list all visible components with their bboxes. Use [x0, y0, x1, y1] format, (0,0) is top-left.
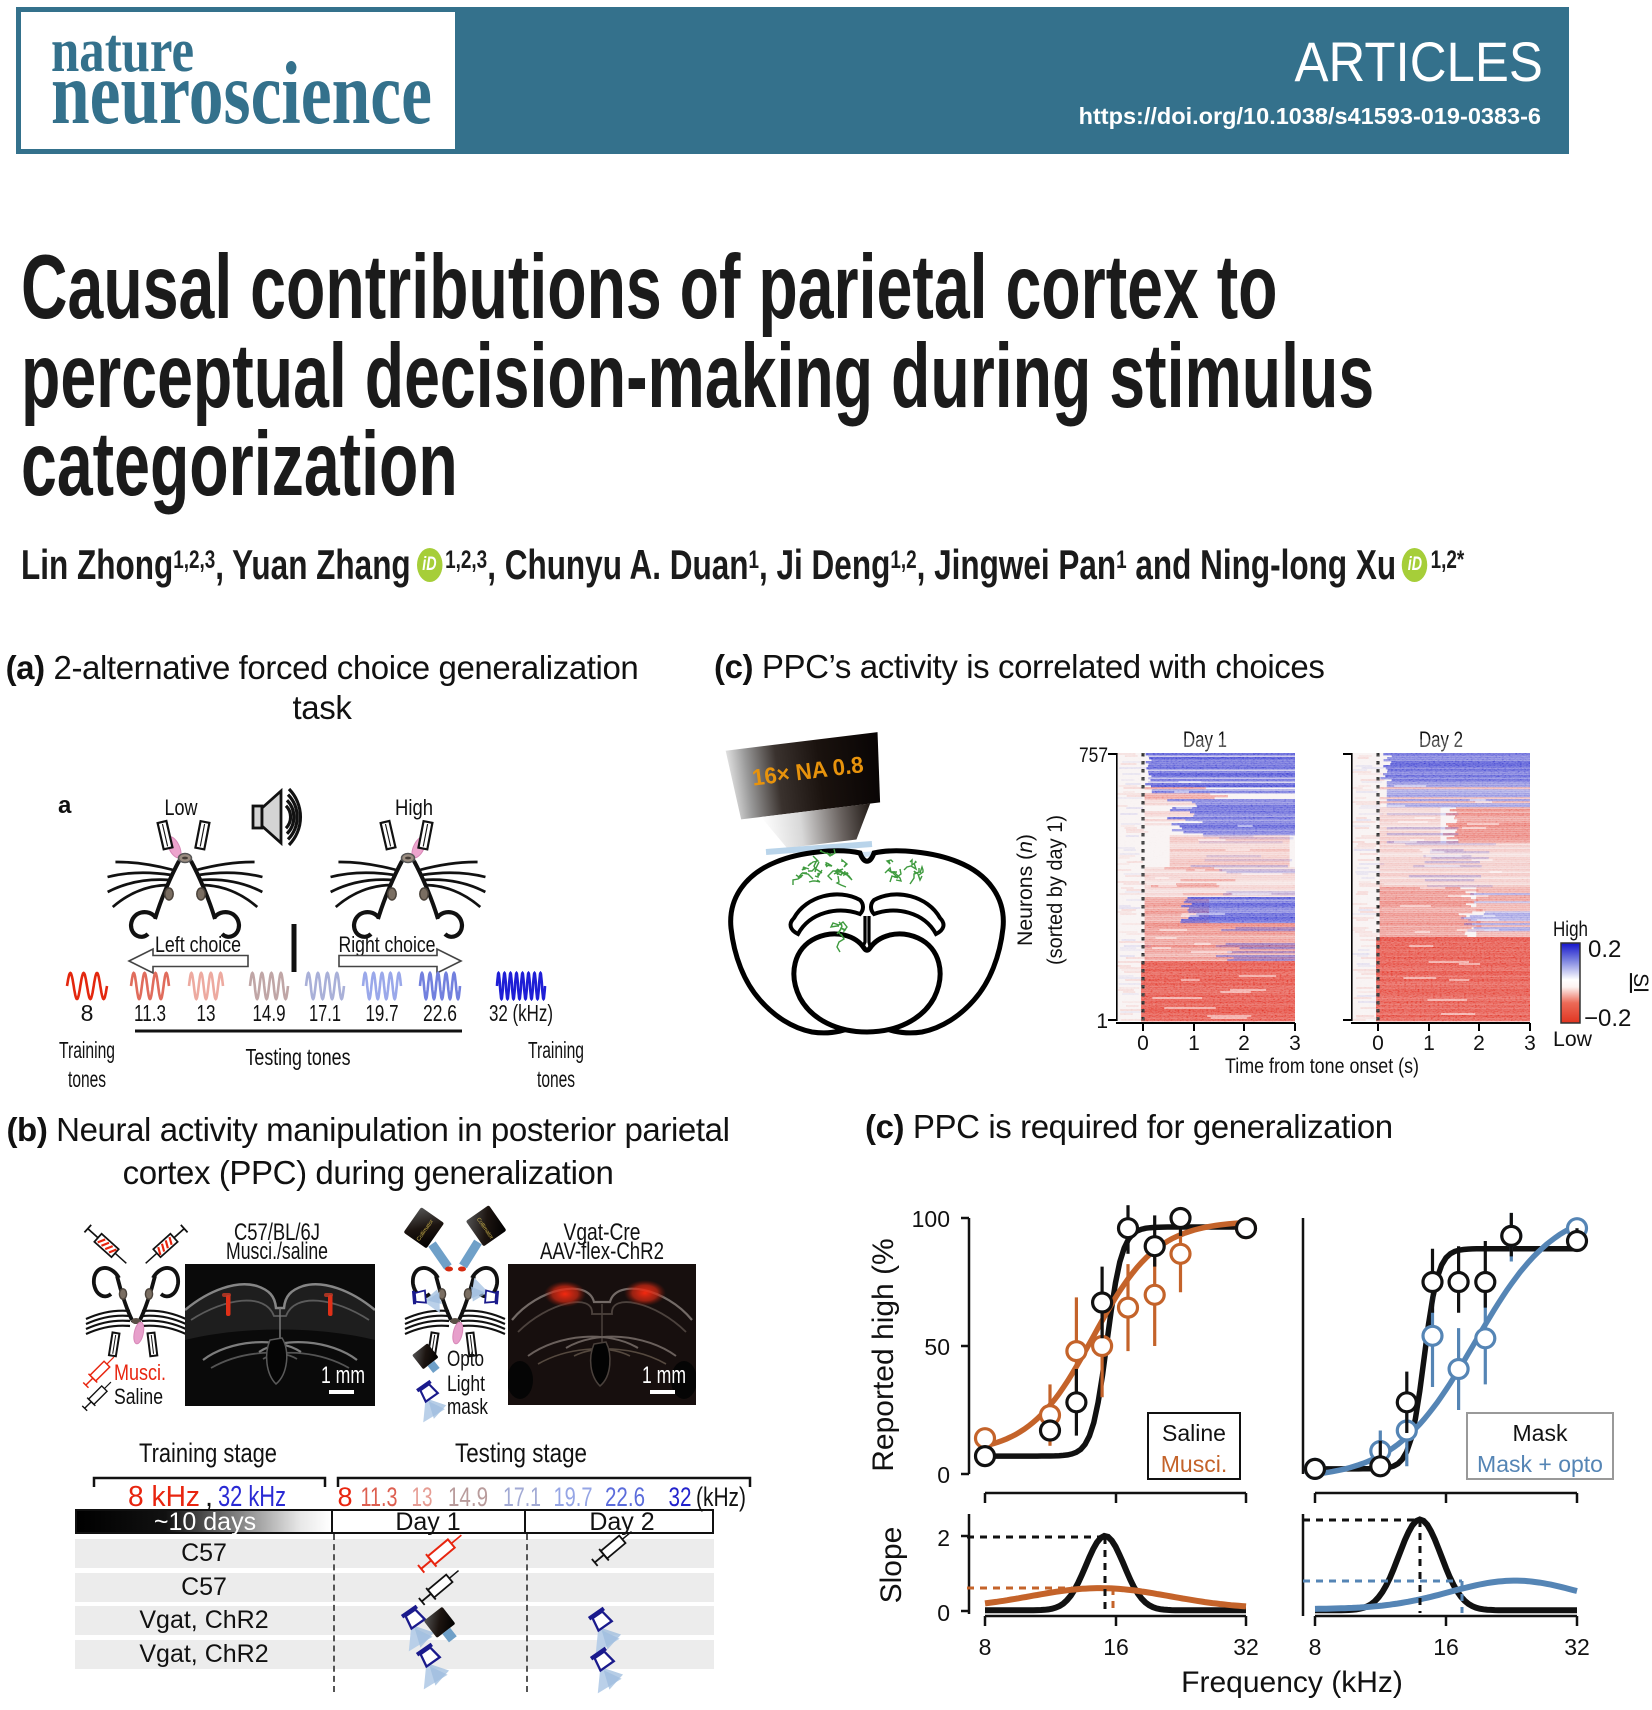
- svg-text:High: High: [395, 795, 433, 820]
- svg-text:Frequency (kHz): Frequency (kHz): [1181, 1666, 1403, 1699]
- svg-text:Training stage: Training stage: [139, 1438, 277, 1468]
- svg-text:Day 2: Day 2: [1419, 727, 1463, 752]
- svg-text:1: 1: [1096, 1010, 1108, 1033]
- svg-text:Training: Training: [59, 1037, 115, 1063]
- svg-text:19.7: 19.7: [366, 1000, 399, 1026]
- svg-text:High: High: [1553, 918, 1588, 941]
- svg-text:2: 2: [1473, 1032, 1485, 1055]
- svg-text:Left choice: Left choice: [155, 932, 241, 957]
- svg-text:(kHz): (kHz): [696, 1482, 746, 1512]
- svg-text:Testing stage: Testing stage: [455, 1438, 587, 1468]
- svg-text:22.6: 22.6: [605, 1482, 645, 1512]
- svg-text:C57/BL/6J: C57/BL/6J: [234, 1219, 320, 1246]
- svg-text:17.1: 17.1: [309, 1000, 341, 1026]
- svg-text:Musci.: Musci.: [114, 1360, 166, 1385]
- svg-text:17.1: 17.1: [503, 1482, 541, 1512]
- svg-text:0: 0: [1372, 1032, 1384, 1055]
- svg-text:32: 32: [1564, 1634, 1590, 1660]
- svg-text:0: 0: [937, 1600, 950, 1626]
- svg-text:3: 3: [1289, 1032, 1301, 1055]
- svg-text:1: 1: [1423, 1032, 1435, 1055]
- svg-text:Musci./saline: Musci./saline: [226, 1238, 328, 1265]
- svg-text:22.6: 22.6: [423, 1000, 457, 1026]
- svg-text:Musci.: Musci.: [1161, 1451, 1227, 1477]
- svg-text:1: 1: [1188, 1032, 1200, 1055]
- svg-text:Vgat-Cre: Vgat-Cre: [564, 1219, 641, 1246]
- svg-text:tones: tones: [537, 1066, 575, 1092]
- svg-text:Slope: Slope: [875, 1527, 908, 1604]
- svg-text:Training: Training: [528, 1037, 584, 1063]
- svg-text:11.3: 11.3: [361, 1482, 398, 1512]
- svg-text:Testing tones: Testing tones: [246, 1044, 351, 1070]
- svg-text:13: 13: [412, 1482, 433, 1512]
- svg-text:mask: mask: [447, 1394, 489, 1419]
- svg-text:0: 0: [937, 1462, 950, 1488]
- svg-text:32 kHz: 32 kHz: [218, 1481, 286, 1513]
- svg-text:0: 0: [1137, 1032, 1149, 1055]
- svg-text:a: a: [58, 792, 72, 819]
- svg-text:16: 16: [1433, 1634, 1459, 1660]
- svg-text:SI: SI: [1629, 973, 1652, 993]
- svg-text:Mask + opto: Mask + opto: [1477, 1451, 1603, 1477]
- svg-text:Light: Light: [447, 1371, 485, 1396]
- svg-text:757: 757: [1079, 744, 1108, 767]
- svg-text:14.9: 14.9: [253, 1000, 286, 1026]
- svg-text:32: 32: [1233, 1634, 1259, 1660]
- svg-text:,: ,: [205, 1481, 213, 1513]
- svg-text:Opto: Opto: [447, 1346, 484, 1371]
- svg-text:19.7: 19.7: [554, 1482, 593, 1512]
- svg-text:−0.2: −0.2: [1584, 1005, 1631, 1032]
- svg-text:1 mm: 1 mm: [321, 1362, 365, 1389]
- svg-text:Time from tone onset (s): Time from tone onset (s): [1225, 1055, 1419, 1078]
- svg-text:Saline: Saline: [114, 1384, 163, 1409]
- svg-text:13: 13: [197, 1000, 216, 1026]
- svg-text:(sorted by day 1): (sorted by day 1): [1044, 815, 1067, 965]
- svg-text:11.3: 11.3: [134, 1000, 166, 1026]
- svg-text:Low: Low: [165, 795, 198, 820]
- svg-text:Right choice: Right choice: [339, 932, 436, 957]
- svg-text:tones: tones: [68, 1066, 106, 1092]
- svg-text:8: 8: [1309, 1634, 1322, 1660]
- svg-text:8: 8: [337, 1482, 352, 1512]
- svg-text:Low: Low: [1553, 1028, 1593, 1051]
- svg-text:50: 50: [924, 1334, 950, 1360]
- svg-text:0.2: 0.2: [1588, 936, 1621, 963]
- svg-text:Mask: Mask: [1513, 1420, 1568, 1446]
- svg-text:32 (kHz): 32 (kHz): [489, 1000, 553, 1026]
- svg-text:Saline: Saline: [1162, 1420, 1226, 1446]
- svg-text:1 mm: 1 mm: [642, 1362, 686, 1389]
- svg-text:14.9: 14.9: [448, 1482, 488, 1512]
- svg-text:2: 2: [1238, 1032, 1250, 1055]
- svg-text:16: 16: [1103, 1634, 1129, 1660]
- svg-text:2: 2: [937, 1525, 950, 1551]
- svg-text:8: 8: [81, 1000, 94, 1026]
- svg-text:8: 8: [979, 1634, 992, 1660]
- svg-text:Neurons (n): Neurons (n): [1014, 834, 1037, 946]
- svg-text:AAV-flex-ChR2: AAV-flex-ChR2: [540, 1238, 664, 1265]
- svg-text:100: 100: [912, 1206, 950, 1232]
- svg-text:Day 1: Day 1: [1183, 727, 1227, 752]
- svg-text:32: 32: [669, 1482, 692, 1512]
- svg-text:Reported high (%: Reported high (%: [867, 1238, 900, 1471]
- svg-text:8 kHz: 8 kHz: [128, 1481, 200, 1513]
- svg-text:3: 3: [1524, 1032, 1536, 1055]
